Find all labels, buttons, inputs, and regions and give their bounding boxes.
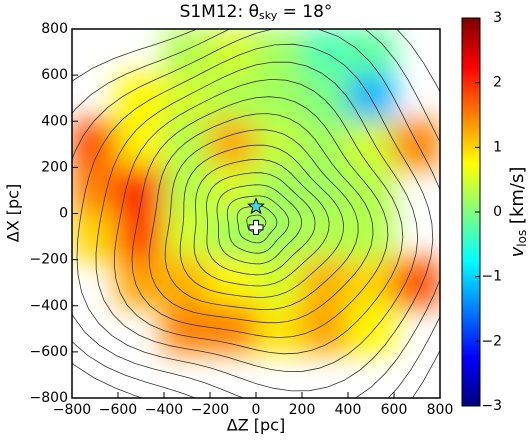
map-cell — [347, 258, 395, 307]
y-tick-label: 600 — [41, 67, 68, 83]
colorbar-tick-label: 2 — [493, 75, 502, 91]
x-tick-label: −400 — [145, 402, 183, 418]
map-cell — [209, 120, 257, 169]
y-tick-label: −400 — [30, 298, 68, 314]
map-cell — [347, 29, 395, 77]
contour — [131, 96, 389, 338]
contour — [226, 195, 290, 254]
map-cell — [301, 74, 349, 123]
map-cell — [163, 166, 211, 215]
map-cell — [255, 74, 303, 123]
x-tick-label: 200 — [289, 402, 316, 418]
y-tick-label: 400 — [41, 113, 68, 129]
map-cell — [209, 212, 257, 261]
y-tick-label: 0 — [59, 206, 68, 222]
y-tick-label: −600 — [30, 344, 68, 360]
map-cell — [117, 212, 165, 261]
contour — [148, 113, 374, 324]
map-cell — [255, 166, 303, 215]
map-cell — [163, 29, 211, 77]
y-tick-label: −200 — [30, 252, 68, 268]
colorbar-tick-label: −3 — [481, 398, 502, 414]
contour — [113, 78, 404, 355]
y-tick-label: 800 — [41, 21, 68, 37]
contour — [206, 172, 316, 276]
contour — [164, 129, 359, 311]
contour — [236, 205, 278, 244]
map-cell — [163, 304, 211, 353]
map-cell — [347, 120, 395, 169]
map-cell — [209, 258, 257, 307]
cross-marker — [248, 219, 264, 235]
contour — [216, 184, 303, 265]
contour — [95, 61, 419, 373]
map-cell — [301, 120, 349, 169]
map-cell — [163, 212, 211, 261]
star-marker — [247, 197, 265, 215]
colorbar-tick-label: 3 — [493, 10, 502, 26]
map-cell — [163, 74, 211, 123]
colorbar-tick-label: −1 — [481, 269, 502, 285]
map-cell — [117, 166, 165, 215]
map-cell — [301, 29, 349, 77]
map-cell — [72, 120, 119, 169]
map-cell — [255, 304, 303, 353]
velocity-map — [72, 29, 440, 353]
y-tick-label: 200 — [41, 159, 68, 175]
map-cell — [301, 258, 349, 307]
x-axis-label: ΔZ [pc] — [227, 416, 285, 435]
contour — [193, 158, 330, 287]
map-cell — [393, 120, 440, 169]
x-tick-label: 400 — [335, 402, 362, 418]
y-axis-label: ΔX [pc] — [4, 184, 23, 242]
map-cell — [117, 258, 165, 307]
map-cell — [163, 258, 211, 307]
contour — [76, 43, 434, 392]
map-cell — [301, 304, 349, 353]
colorbar-tick-label: −2 — [481, 333, 502, 349]
map-cell — [301, 212, 349, 261]
colorbar-tick-label: 0 — [493, 204, 502, 220]
map-cell — [209, 166, 257, 215]
contour — [179, 144, 344, 298]
map-cell — [255, 258, 303, 307]
x-tick-label: 0 — [252, 402, 261, 418]
contours — [72, 29, 440, 398]
contour — [246, 214, 267, 234]
y-tick-label: −800 — [30, 390, 68, 406]
map-cell — [72, 166, 119, 215]
map-cell — [209, 29, 257, 77]
map-cell — [163, 120, 211, 169]
map-cell — [209, 304, 257, 353]
map-cell — [393, 258, 440, 307]
map-cell — [347, 212, 395, 261]
map-cell — [117, 74, 165, 123]
contour — [72, 29, 440, 398]
colorbar-tick-label: 1 — [493, 139, 502, 155]
map-cell — [255, 29, 303, 77]
x-tick-label: −200 — [191, 402, 229, 418]
map-cell — [209, 74, 257, 123]
x-tick-label: −800 — [53, 402, 91, 418]
x-tick-label: 800 — [427, 402, 454, 418]
colorbar-label: vlos [km/s] — [507, 167, 529, 258]
chart-title: S1M12: θsky = 18° — [180, 2, 333, 22]
x-tick-label: 600 — [381, 402, 408, 418]
x-tick-label: −600 — [99, 402, 137, 418]
map-cell — [117, 120, 165, 169]
contour — [72, 29, 440, 398]
